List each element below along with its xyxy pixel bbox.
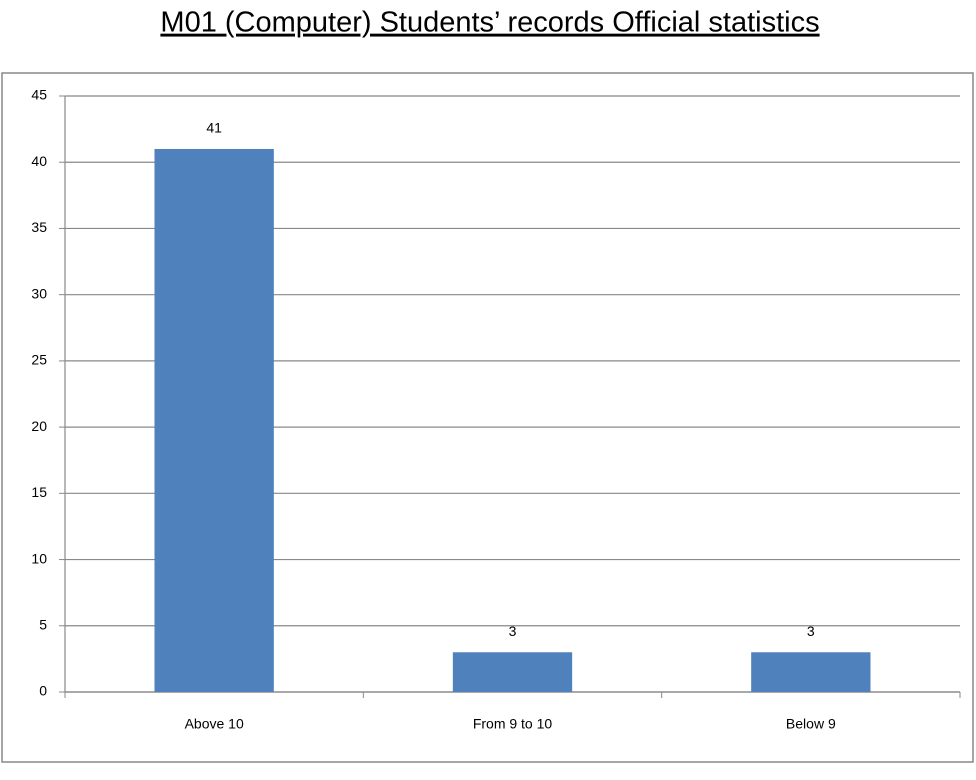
y-tick-label: 15: [31, 484, 47, 500]
chart-title: M01 (Computer) Students’ records Officia…: [160, 7, 819, 39]
bar: [452, 652, 573, 692]
x-tick-label: Below 9: [786, 716, 836, 732]
y-tick-label: 25: [31, 352, 47, 368]
data-label: 41: [206, 120, 222, 136]
data-label: 3: [807, 623, 815, 639]
data-label: 3: [509, 623, 517, 639]
bar: [154, 148, 274, 692]
y-tick-label: 40: [31, 153, 47, 169]
x-tick-label: Above 10: [185, 716, 244, 732]
y-tick-label: 35: [31, 219, 47, 235]
bar: [751, 652, 871, 692]
y-tick-label: 45: [31, 87, 47, 103]
x-tick-label: From 9 to 10: [473, 716, 553, 732]
y-tick-label: 10: [31, 550, 47, 566]
y-tick-label: 30: [31, 285, 47, 301]
y-tick-label: 0: [39, 683, 47, 699]
y-tick-label: 5: [39, 616, 47, 632]
y-tick-label: 20: [31, 418, 47, 434]
